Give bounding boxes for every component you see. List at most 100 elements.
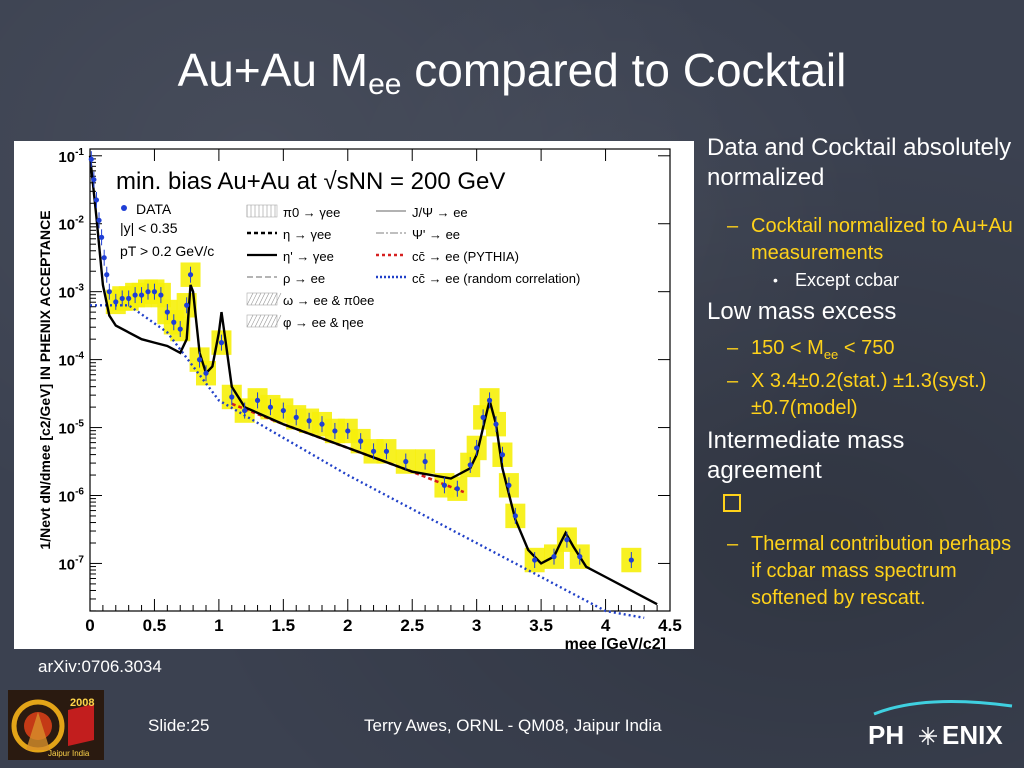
data-point	[493, 421, 499, 427]
data-point	[370, 448, 377, 454]
legend-swatch	[246, 314, 278, 328]
data-point	[93, 197, 100, 203]
y-axis-title: 1/Nevt dN/dmee [c2/GeV] IN PHENIX ACCEPT…	[37, 210, 53, 549]
title-main: Au+Au M	[177, 44, 369, 96]
data-point	[441, 482, 448, 488]
qm08-jaipur-logo: 2008 Jaipur India	[8, 690, 104, 760]
y-tick-label: 10-6	[58, 487, 84, 506]
data-point	[119, 295, 125, 302]
data-point	[480, 414, 486, 420]
data-point	[486, 397, 493, 403]
legend-hatch-line	[274, 314, 282, 328]
x-tick-label: 1.5	[272, 616, 296, 635]
slide-title: Au+Au Mee compared to Cocktail	[0, 40, 1024, 115]
data-point	[345, 428, 351, 434]
data-point	[196, 357, 203, 363]
empty-checkbox-icon	[707, 488, 1015, 517]
legend-cut-y: |y| < 0.35	[120, 220, 178, 236]
legend-cut-pt: pT > 0.2 GeV/c	[120, 243, 214, 259]
x-tick-label: 2	[343, 616, 352, 635]
x-axis-title: mee [GeV/c2]	[565, 636, 666, 649]
legend-label: ρ → ee	[283, 271, 325, 286]
data-point	[91, 176, 97, 183]
y-tick-label: 10-4	[58, 351, 84, 370]
note-intermediate-mass: Intermediate mass agreement	[707, 427, 905, 484]
legend-hatch-line	[246, 292, 254, 306]
data-point	[184, 302, 190, 308]
mass-window-post: < 750	[838, 337, 895, 359]
data-point	[158, 292, 164, 298]
legend-hatch-line	[246, 314, 254, 328]
data-point	[267, 404, 274, 410]
x-tick-label: 4	[601, 616, 611, 635]
data-point	[358, 438, 364, 444]
note-cocktail-text: Cocktail normalized to Au+Au measurement…	[751, 215, 1013, 264]
mass-spectrum-figure: 0 0.5 1 1.5 2 2.5 3 3.5 4 4.5 10-1 10-2 10-3 10-4 10-5…	[14, 141, 694, 649]
data-point	[145, 289, 151, 295]
y-tick-label: 10-5	[58, 419, 84, 438]
data-point	[474, 445, 480, 451]
note-low-mass-excess: Low mass excess	[707, 298, 897, 325]
data-point	[242, 407, 248, 414]
data-point	[218, 340, 225, 346]
data-point	[101, 255, 107, 261]
phenix-logo: PH ENIX	[864, 696, 1020, 758]
legend-hatch-line	[266, 292, 274, 306]
legend-hatch-line	[262, 292, 270, 306]
data-point	[254, 397, 261, 403]
legend-hatch-line	[258, 314, 266, 328]
data-point	[203, 370, 209, 376]
note-thermal: – Thermal contribution perhaps if ccbar m…	[727, 533, 1012, 609]
legend-hatch-line	[270, 314, 278, 328]
x-tick-label: 2.5	[400, 616, 424, 635]
phenix-logo-text-b: ENIX	[942, 720, 1003, 750]
legend-label: η → γee	[283, 227, 331, 242]
data-point	[280, 407, 286, 414]
legend-hatch-line	[250, 292, 258, 306]
data-point	[577, 554, 583, 560]
data-point	[187, 272, 194, 278]
legend-hatch-line	[262, 314, 270, 328]
legend-label: ω → ee & π0ee	[283, 293, 374, 308]
data-point	[88, 156, 94, 162]
data-point	[99, 234, 105, 240]
data-point	[229, 394, 235, 400]
y-tick-label: 10-3	[58, 283, 84, 302]
y-tick-label: 10-7	[58, 554, 84, 573]
data-point	[113, 299, 119, 305]
data-point	[551, 554, 557, 560]
data-point	[96, 217, 102, 223]
legend-label: cc̄ → ee (random correlation)	[412, 271, 580, 286]
data-point	[104, 272, 110, 278]
data-point	[132, 292, 138, 298]
note-excess-factor: – X 3.4±0.2(stat.) ±1.3(syst.)±0.7(model)	[727, 370, 987, 419]
excess-factor-text: X 3.4±0.2(stat.) ±1.3(syst.)±0.7(model)	[751, 370, 987, 419]
note-cocktail-normalized: – Cocktail normalized to Au+Au measuremen…	[727, 215, 1013, 264]
chart-title: min. bias Au+Au at √sNN = 200 GeV	[116, 168, 505, 195]
y-tick-label: 10-1	[58, 147, 84, 166]
x-tick-label: 0.5	[143, 616, 167, 635]
legend-hatch-line	[274, 292, 282, 306]
data-point	[403, 458, 409, 465]
slide-number: Slide:25	[148, 716, 210, 735]
data-point	[306, 418, 312, 424]
plot-frame	[89, 148, 671, 612]
x-tick-label: 3	[472, 616, 481, 635]
note-except-ccbar: • Except ccbar	[773, 270, 900, 290]
logo-year: 2008	[70, 697, 94, 709]
legend-hatch-line	[254, 292, 262, 306]
title-subscript: ee	[368, 68, 402, 101]
legend-label: φ → ee & ηee	[283, 315, 364, 330]
legend-swatch	[246, 204, 278, 218]
data-point	[126, 295, 132, 302]
note-normalization: Data and Cocktail absolutely normalized	[707, 134, 1012, 191]
legend-hatch-line	[258, 292, 266, 306]
note-mass-window: –150 < Mee < 750	[727, 337, 895, 362]
data-point	[383, 448, 390, 454]
thermal-text: Thermal contribution perhaps if ccbar ma…	[751, 533, 1012, 609]
legend-label: η' → γee	[283, 249, 334, 264]
arxiv-reference: arXiv:0706.3034	[38, 657, 162, 676]
legend-hatch-line	[254, 314, 262, 328]
mass-window-pre: 150 < M	[751, 337, 824, 359]
legend-hatch-line	[266, 314, 274, 328]
